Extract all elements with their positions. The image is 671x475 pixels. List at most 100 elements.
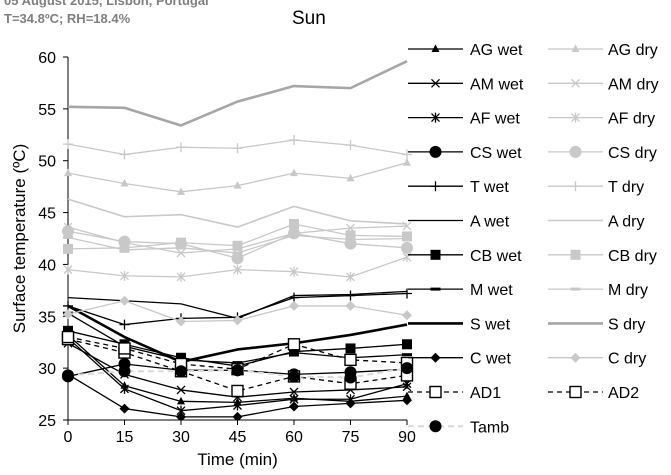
legend-item-ag-dry: AG dry (548, 42, 658, 59)
legend-label: AM wet (470, 76, 524, 93)
legend-item-s-dry: S dry (548, 316, 645, 333)
data-point (344, 353, 357, 367)
legend-item-cb-wet: CB wet (408, 248, 522, 265)
legend-item-am-wet: AM wet (408, 76, 524, 93)
legend-swatch-marker (431, 112, 440, 123)
legend-swatch-marker (429, 420, 442, 433)
data-point (402, 231, 412, 242)
legend-label: AM dry (608, 76, 659, 93)
data-point (403, 158, 411, 166)
data-point (176, 237, 186, 248)
data-point (345, 290, 356, 301)
data-point (345, 343, 356, 354)
data-point (401, 241, 413, 254)
data-point (289, 218, 299, 229)
series-t-dry (63, 134, 412, 160)
legend-swatch-marker (571, 44, 580, 52)
data-point (346, 173, 355, 182)
legend-item-m-dry: M dry (548, 282, 648, 299)
legend-label: T wet (470, 179, 509, 196)
legend-item-m-wet: M wet (408, 282, 513, 299)
series-a-dry (67, 198, 408, 228)
data-point (119, 319, 130, 330)
data-point (175, 365, 187, 378)
data-point (119, 149, 130, 160)
data-point (231, 384, 244, 398)
legend-item-a-wet: A wet (408, 214, 510, 231)
data-point (402, 339, 412, 350)
series-af-dry (63, 252, 412, 282)
x-tick-label: 75 (342, 429, 360, 446)
y-tick-label: 30 (38, 361, 56, 378)
data-point (289, 300, 299, 311)
data-point (63, 243, 73, 254)
plot-area (61, 59, 414, 420)
series-line (67, 59, 408, 127)
y-tick-label: 55 (38, 102, 56, 119)
legend-item-s-wet: S wet (408, 316, 511, 333)
series-s-wet (67, 304, 408, 364)
series-c-dry (63, 295, 412, 327)
data-point (119, 295, 130, 306)
series-tamb (62, 362, 413, 384)
data-point (176, 385, 186, 395)
legend-swatch-marker (429, 385, 442, 399)
y-tick-label: 40 (38, 257, 56, 274)
x-tick-label: 15 (116, 429, 134, 446)
series-m-dry (63, 233, 412, 255)
data-point (232, 411, 243, 420)
data-point (233, 264, 242, 275)
legend-item-cs-dry: CS dry (548, 145, 657, 162)
legend-label: AG wet (470, 42, 523, 59)
legend-label: T dry (608, 179, 644, 196)
data-point (62, 225, 74, 238)
legend-label: AG dry (608, 42, 658, 59)
legend-label: M dry (608, 282, 648, 299)
data-point (63, 309, 73, 320)
legend-swatch-marker (571, 112, 580, 123)
legend-swatch-marker (431, 78, 440, 88)
data-point (402, 310, 412, 321)
data-point (289, 134, 299, 145)
legend-item-t-wet: T wet (408, 179, 509, 196)
legend-swatch-marker (430, 181, 441, 192)
legend-label: AF wet (470, 111, 520, 128)
data-point (344, 371, 357, 384)
series-cb-dry (63, 218, 412, 254)
legend-label: C dry (608, 351, 646, 368)
legend-label: A wet (470, 214, 510, 231)
x-tick-label: 30 (172, 429, 190, 446)
data-point (119, 242, 130, 253)
data-point (118, 365, 131, 378)
data-point (345, 230, 356, 241)
data-point (176, 411, 186, 420)
data-point (402, 149, 412, 160)
data-point (118, 342, 131, 355)
data-point (233, 181, 242, 189)
data-point (287, 338, 301, 351)
legend-item-ag-wet: AG wet (408, 42, 523, 59)
chart-title: Sun (292, 8, 326, 29)
data-point (232, 240, 243, 251)
legend-label: AD2 (608, 385, 639, 402)
data-point (289, 401, 299, 412)
data-point (346, 271, 355, 282)
y-tick-label: 50 (38, 154, 56, 171)
series-ag-dry (64, 158, 411, 195)
y-tick-label: 60 (38, 50, 56, 67)
chart-header-location: 05 August 2015, Lisbon, Portugal (4, 0, 209, 8)
data-point (288, 227, 300, 240)
data-point (176, 316, 186, 327)
legend-item-tamb: Tamb (408, 419, 509, 436)
data-point (402, 288, 412, 299)
legend-item-af-dry: AF dry (548, 111, 655, 128)
data-point (232, 143, 243, 154)
data-point (288, 370, 300, 383)
legend-item-ad2: AD2 (548, 385, 639, 402)
y-axis-label: Surface temperature (ºC) (10, 144, 29, 334)
data-point (231, 364, 244, 377)
legend-label: AD1 (470, 385, 501, 402)
legend-swatch-marker (430, 352, 441, 363)
data-point (232, 315, 243, 326)
